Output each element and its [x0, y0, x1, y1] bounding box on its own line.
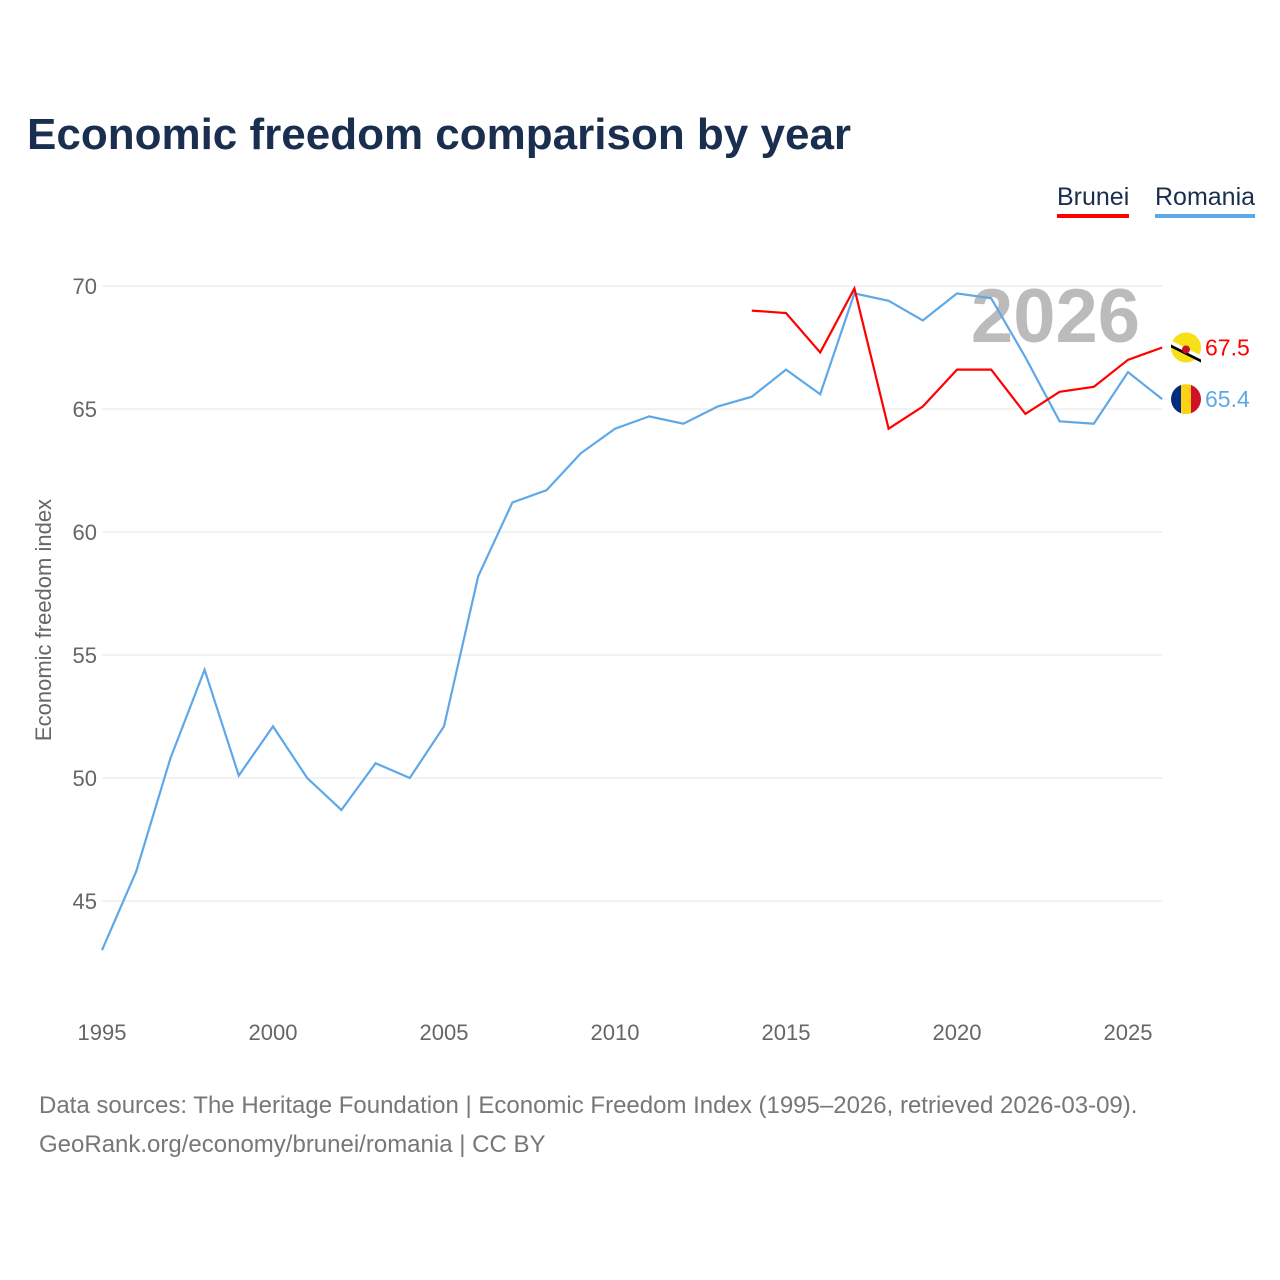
data-point: [989, 296, 994, 301]
data-point: [1160, 345, 1165, 350]
data-point: [442, 724, 447, 729]
data-point: [1057, 389, 1062, 394]
x-tick-label: 2025: [1104, 1020, 1153, 1045]
data-point: [168, 756, 173, 761]
data-point: [100, 948, 105, 953]
data-point: [1023, 411, 1028, 416]
data-point: [886, 298, 891, 303]
data-point: [1126, 370, 1131, 375]
footer: Data sources: The Heritage Foundation | …: [39, 1086, 1137, 1164]
data-point: [305, 776, 310, 781]
source-link[interactable]: GeoRank.org/economy/brunei/romania | CC …: [39, 1131, 546, 1158]
end-value-label: 67.5: [1205, 335, 1250, 361]
year-watermark: 2026: [971, 274, 1140, 359]
y-tick-label: 50: [73, 766, 97, 791]
x-tick-label: 2000: [249, 1020, 298, 1045]
x-tick-label: 2010: [591, 1020, 640, 1045]
data-point: [784, 367, 789, 372]
data-point: [955, 291, 960, 296]
data-point: [373, 761, 378, 766]
data-point: [818, 350, 823, 355]
legend-brunei[interactable]: Brunei: [1057, 183, 1130, 218]
data-point: [1091, 384, 1096, 389]
data-sources: Data sources: The Heritage Foundation | …: [39, 1092, 1138, 1119]
data-point: [749, 394, 754, 399]
y-tick-label: 55: [73, 643, 97, 668]
chart-title: Economic freedom comparison by year: [27, 110, 852, 159]
data-point: [339, 807, 344, 812]
data-point: [647, 414, 652, 419]
x-tick-label: 2020: [933, 1020, 982, 1045]
data-point: [134, 869, 139, 874]
data-point: [202, 667, 207, 672]
y-tick-label: 45: [73, 889, 97, 914]
brunei-flag-icon: [1171, 332, 1201, 363]
data-point: [236, 773, 241, 778]
y-axis-label: Economic freedom index: [31, 499, 56, 741]
data-point: [578, 451, 583, 456]
series-line-romania: [100, 292, 1163, 951]
data-point: [784, 311, 789, 316]
data-point: [1057, 419, 1062, 424]
data-point: [407, 776, 412, 781]
data-point: [989, 367, 994, 372]
data-point: [818, 392, 823, 397]
y-tick-label: 70: [73, 274, 97, 299]
data-point: [613, 426, 618, 431]
data-point: [1091, 421, 1096, 426]
x-tick-label: 2015: [762, 1020, 811, 1045]
data-point: [920, 318, 925, 323]
romania-flag-icon: [1171, 384, 1201, 415]
data-point: [749, 308, 754, 313]
series-line-brunei: [751, 285, 1163, 431]
data-point: [920, 404, 925, 409]
data-point: [1126, 357, 1131, 362]
end-value-label: 65.4: [1205, 386, 1250, 412]
x-tick-label: 2005: [420, 1020, 469, 1045]
data-point: [271, 724, 276, 729]
data-point: [681, 421, 686, 426]
data-point: [510, 500, 515, 505]
data-point: [1160, 397, 1165, 402]
data-point: [544, 488, 549, 493]
legend-romania[interactable]: Romania: [1155, 183, 1256, 218]
y-tick-label: 65: [73, 397, 97, 422]
y-tick-label: 60: [73, 520, 97, 545]
data-point: [955, 367, 960, 372]
data-point: [476, 574, 481, 579]
x-tick-label: 1995: [78, 1020, 127, 1045]
data-point: [886, 426, 891, 431]
data-point: [1023, 355, 1028, 360]
data-point: [852, 286, 857, 291]
data-point: [715, 404, 720, 409]
